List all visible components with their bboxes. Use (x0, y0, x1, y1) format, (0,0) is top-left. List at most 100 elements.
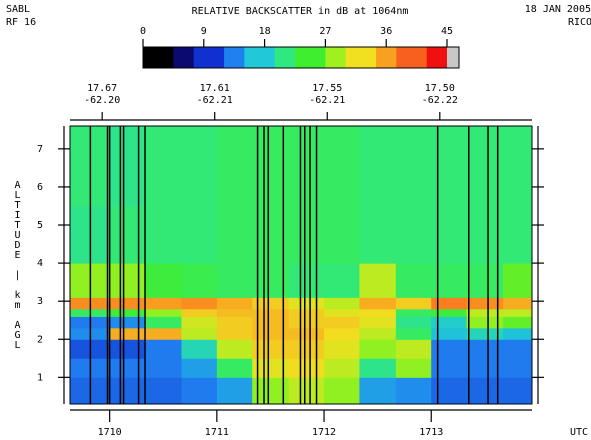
heatmap-cell (395, 339, 432, 359)
heatmap-cell (431, 377, 468, 405)
heatmap-cell (395, 308, 432, 317)
heatmap-cell (359, 377, 397, 405)
heatmap-cell (288, 263, 325, 298)
colorbar-tick-label: 45 (441, 26, 453, 37)
header-left: RF 16 (6, 17, 36, 28)
colorbar-tick-label: 9 (201, 26, 207, 37)
heatmap-cell (324, 358, 360, 378)
heatmap-cell (181, 205, 218, 264)
colorbar-swatch (335, 47, 347, 68)
heatmap-cell (252, 327, 290, 340)
heatmap-cell (503, 263, 533, 298)
colorbar-swatch (203, 47, 215, 68)
colorbar-swatch (436, 47, 448, 68)
plot-frame (69, 125, 533, 405)
heatmap-cell (359, 297, 397, 310)
colorbar-swatch (386, 47, 397, 68)
y-tick-label: 3 (37, 296, 43, 307)
y-tick-label: 2 (37, 334, 43, 345)
heatmap-cell (216, 308, 253, 317)
heatmap-cell (395, 316, 432, 329)
heatmap-cell (359, 327, 397, 340)
colorbar-swatch (244, 47, 255, 68)
heatmap-cell (431, 339, 468, 359)
heatmap-cell (324, 316, 360, 329)
heatmap-cell (216, 358, 253, 378)
heatmap-cell (288, 327, 325, 340)
heatmap-cell (395, 327, 432, 340)
heatmap-cell (181, 126, 218, 207)
heatmap-cell (466, 308, 504, 317)
top-lon: -62.20 (84, 95, 120, 106)
heatmap-cell (109, 327, 146, 340)
top-lat: 17.67 (87, 83, 117, 94)
heatmap-cell (109, 205, 146, 264)
heatmap-cell (145, 308, 182, 317)
heatmap-cell (431, 327, 468, 340)
heatmap-cell (359, 316, 397, 329)
heatmap-cell (109, 263, 146, 298)
heatmap-cell (216, 205, 253, 264)
heatmap-cell (181, 339, 218, 359)
colorbar-tick-label: 36 (380, 26, 392, 37)
colorbar-swatch (365, 47, 377, 68)
chart-title: RELATIVE BACKSCATTER in dB at 1064nm (192, 6, 409, 17)
heatmap-cell (324, 297, 360, 310)
heatmap-cell (145, 297, 182, 310)
heatmap-cell (216, 339, 253, 359)
colorbar-swatch (274, 47, 286, 68)
heatmap-cell (109, 339, 146, 359)
heatmap-cell (145, 358, 182, 378)
heatmap-cell (181, 358, 218, 378)
heatmap-cell (359, 205, 397, 264)
top-lon: -62.21 (197, 95, 233, 106)
heatmap-cell (395, 297, 432, 310)
heatmap-cell (181, 308, 218, 317)
colorbar-swatch (264, 47, 276, 68)
heatmap-cell (324, 205, 360, 264)
colorbar-tick-label: 27 (319, 26, 331, 37)
colorbar-swatch (254, 47, 266, 68)
colorbar-swatch (396, 47, 407, 68)
colorbar-swatch (406, 47, 418, 68)
heatmap-cell (109, 297, 146, 310)
top-lat: 17.50 (425, 83, 455, 94)
heatmap-cell (431, 358, 468, 378)
colorbar-swatch (325, 47, 337, 68)
heatmap-cell (324, 126, 360, 207)
colorbar-tick-label: 18 (259, 26, 271, 37)
y-axis-label: ALTITUDE | km AGL (12, 180, 23, 350)
y-tick-label: 6 (37, 182, 43, 193)
colorbar-swatch (376, 47, 387, 68)
colorbar-swatch (416, 47, 428, 68)
heatmap-cell (395, 377, 432, 405)
heatmap-cell (324, 327, 360, 340)
heatmap-cell (181, 377, 218, 405)
top-lat: 17.55 (312, 83, 342, 94)
colorbar-swatch (295, 47, 306, 68)
heatmap-cell (216, 316, 253, 329)
heatmap-cell (145, 339, 182, 359)
heatmap-cell (145, 263, 182, 298)
heatmap-cell (503, 308, 533, 317)
heatmap-cell (288, 297, 325, 310)
heatmap-cell (359, 339, 397, 359)
heatmap-cell (216, 263, 253, 298)
heatmap-cell (431, 263, 468, 298)
heatmap-cell (252, 316, 290, 329)
heatmap-cell (466, 327, 504, 340)
colorbar-swatch (153, 47, 164, 68)
x-tick-label: 1710 (98, 427, 122, 438)
heatmap-cell (181, 316, 218, 329)
heatmap-cell (324, 339, 360, 359)
heatmap-cell (431, 126, 468, 207)
heatmap-cell (466, 316, 504, 329)
heatmap-cell (145, 327, 182, 340)
x-tick-label: 1711 (205, 427, 229, 438)
heatmap-cell (145, 205, 182, 264)
colorbar-swatch (173, 47, 185, 68)
colorbar-swatch (143, 47, 154, 68)
heatmap-cell (503, 327, 533, 340)
heatmap-cell (503, 205, 533, 264)
